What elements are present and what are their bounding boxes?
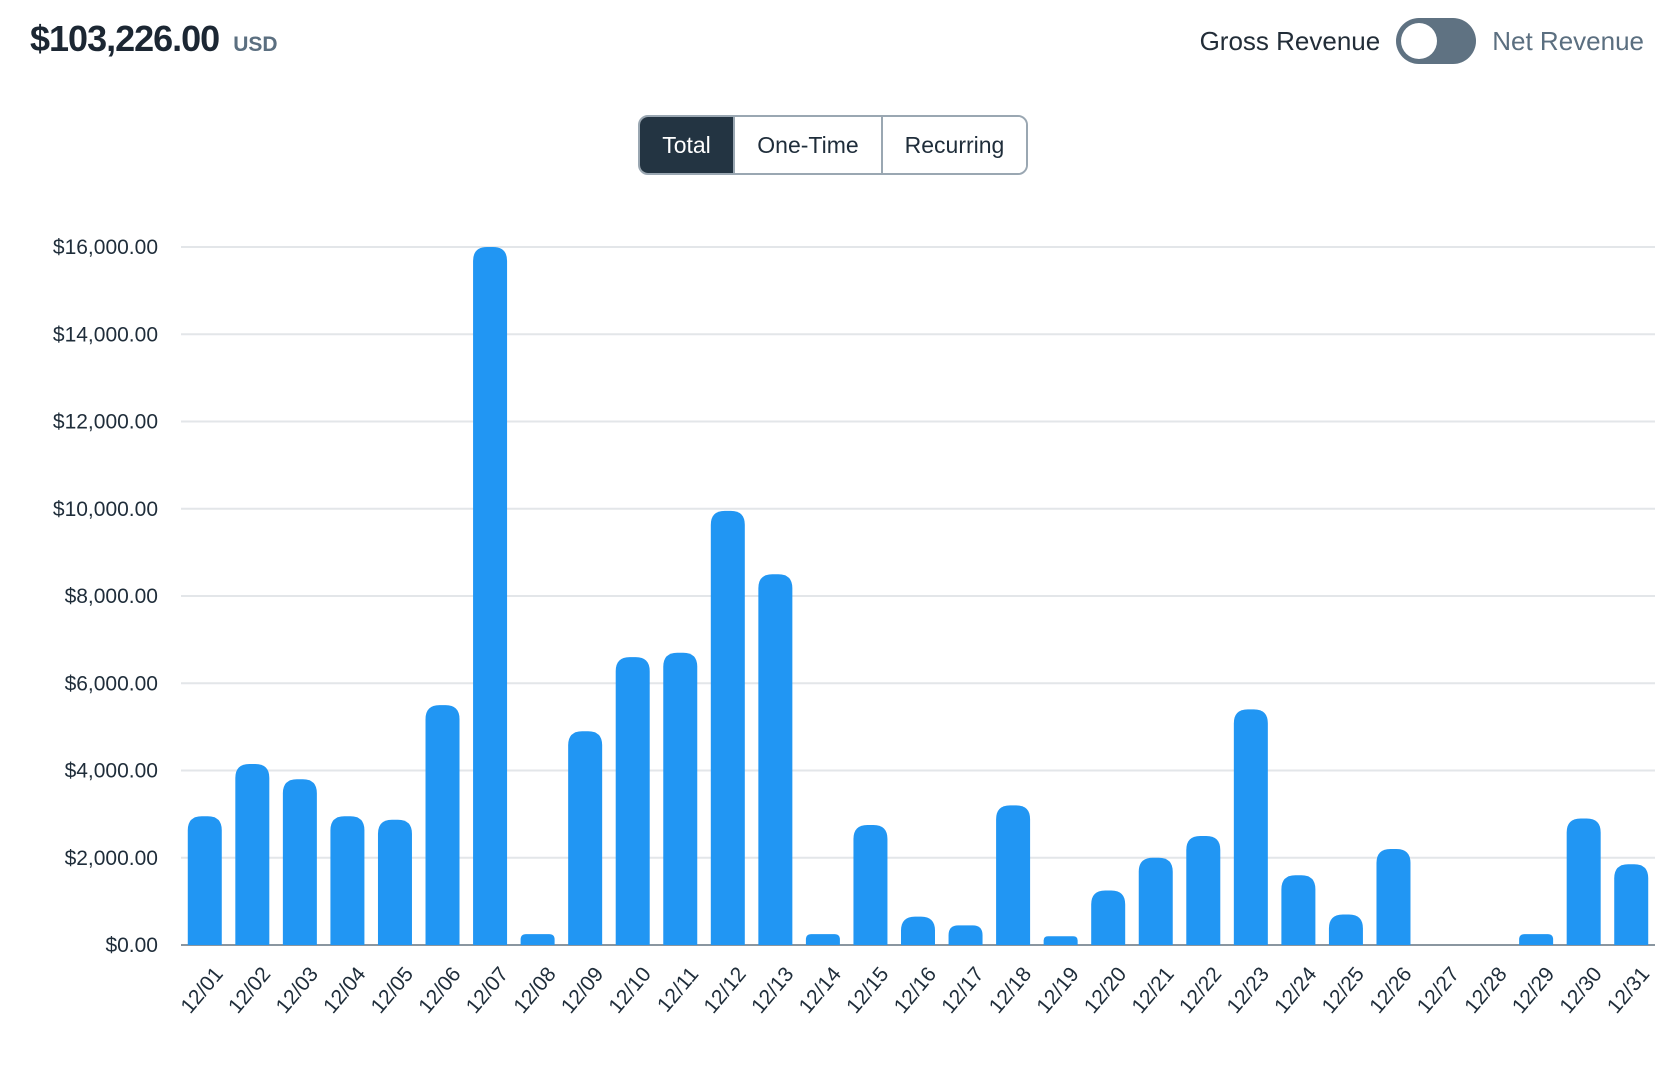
x-tick-label: 12/05 — [367, 963, 418, 1018]
gross-revenue-label[interactable]: Gross Revenue — [1199, 25, 1381, 56]
bar-12-12[interactable] — [710, 510, 745, 945]
net-revenue-label[interactable]: Net Revenue — [1492, 25, 1644, 56]
bar-12-09[interactable] — [568, 731, 603, 945]
bar-12-17[interactable] — [948, 925, 983, 945]
x-tick-label: 12/14 — [795, 963, 847, 1018]
x-tick-label: 12/28 — [1460, 963, 1511, 1018]
x-tick-label: 12/30 — [1555, 963, 1606, 1018]
x-tick-label: 12/13 — [747, 963, 798, 1018]
x-tick-label: 12/18 — [985, 963, 1036, 1018]
x-tick-label: 12/09 — [557, 963, 608, 1018]
bar-12-22[interactable] — [1186, 835, 1221, 945]
x-tick-label: 12/12 — [699, 963, 750, 1018]
x-tick-label: 12/06 — [414, 963, 465, 1018]
bar-12-13[interactable] — [758, 574, 793, 945]
bar-12-07[interactable] — [473, 247, 508, 945]
bar-12-23[interactable] — [1233, 709, 1268, 945]
bar-12-29[interactable] — [1519, 934, 1554, 945]
y-tick-label: $6,000.00 — [65, 672, 158, 695]
x-tick-label: 12/16 — [890, 963, 941, 1018]
currency-label: USD — [233, 33, 278, 56]
x-tick-label: 12/25 — [1318, 963, 1369, 1018]
x-tick-label: 12/21 — [1127, 963, 1178, 1018]
x-tick-label: 12/01 — [176, 963, 227, 1018]
bar-12-02[interactable] — [235, 763, 270, 945]
bar-12-30[interactable] — [1566, 818, 1601, 945]
bar-12-21[interactable] — [1138, 857, 1173, 945]
x-tick-label: 12/10 — [604, 963, 655, 1018]
bar-12-11[interactable] — [663, 652, 698, 945]
x-tick-label: 12/24 — [1270, 963, 1322, 1018]
y-tick-label: $16,000.00 — [53, 236, 158, 259]
y-tick-label: $12,000.00 — [53, 411, 158, 434]
bar-12-14[interactable] — [805, 934, 840, 945]
revenue-filter-tabs: Total One-Time Recurring — [638, 115, 1028, 175]
total-amount: $103,226.00 — [30, 18, 220, 59]
switch-knob — [1401, 23, 1438, 59]
y-tick-label: $4,000.00 — [65, 760, 158, 783]
bar-12-20[interactable] — [1091, 890, 1126, 945]
tab-one-time[interactable]: One-Time — [733, 117, 881, 173]
x-tick-label: 12/15 — [842, 963, 893, 1018]
revenue-total: $103,226.00 USD — [30, 18, 278, 60]
x-tick-label: 12/20 — [1080, 963, 1131, 1018]
bar-12-08[interactable] — [520, 934, 555, 945]
x-tick-label: 12/27 — [1413, 963, 1464, 1018]
bar-12-16[interactable] — [901, 916, 935, 945]
revenue-type-toggle-group: Gross Revenue Net Revenue — [1200, 18, 1644, 64]
x-tick-label: 12/23 — [1223, 963, 1274, 1018]
y-tick-label: $10,000.00 — [53, 498, 158, 521]
bar-12-06[interactable] — [425, 705, 460, 945]
tab-recurring[interactable]: Recurring — [881, 117, 1026, 173]
bar-12-01[interactable] — [187, 816, 222, 945]
x-tick-label: 12/08 — [509, 963, 560, 1018]
y-tick-label: $2,000.00 — [65, 847, 158, 870]
bar-12-03[interactable] — [282, 779, 317, 945]
bar-12-26[interactable] — [1376, 849, 1411, 945]
tab-total[interactable]: Total — [640, 117, 733, 173]
bar-12-05[interactable] — [377, 819, 412, 945]
bar-12-31[interactable] — [1614, 864, 1649, 945]
bar-12-25[interactable] — [1328, 914, 1363, 945]
y-tick-label: $8,000.00 — [65, 585, 158, 608]
x-tick-label: 12/31 — [1603, 963, 1654, 1018]
y-tick-label: $0.00 — [105, 934, 158, 957]
bar-12-15[interactable] — [853, 825, 888, 945]
x-tick-label: 12/04 — [319, 963, 371, 1018]
x-tick-label: 12/17 — [937, 963, 988, 1018]
x-tick-label: 12/03 — [272, 963, 323, 1018]
bar-12-19[interactable] — [1043, 936, 1078, 945]
bar-12-18[interactable] — [996, 805, 1031, 945]
x-tick-label: 12/07 — [462, 963, 513, 1018]
bar-12-24[interactable] — [1281, 875, 1316, 945]
bar-12-04[interactable] — [330, 816, 365, 945]
bar-12-10[interactable] — [615, 657, 650, 945]
x-tick-label: 12/26 — [1365, 963, 1416, 1018]
revenue-type-switch[interactable] — [1396, 18, 1477, 64]
x-tick-label: 12/11 — [653, 963, 703, 1017]
x-tick-label: 12/22 — [1175, 963, 1226, 1018]
x-tick-label: 12/19 — [1032, 963, 1083, 1018]
x-tick-label: 12/29 — [1508, 963, 1559, 1018]
y-tick-label: $14,000.00 — [53, 323, 158, 346]
x-tick-label: 12/02 — [224, 963, 275, 1018]
